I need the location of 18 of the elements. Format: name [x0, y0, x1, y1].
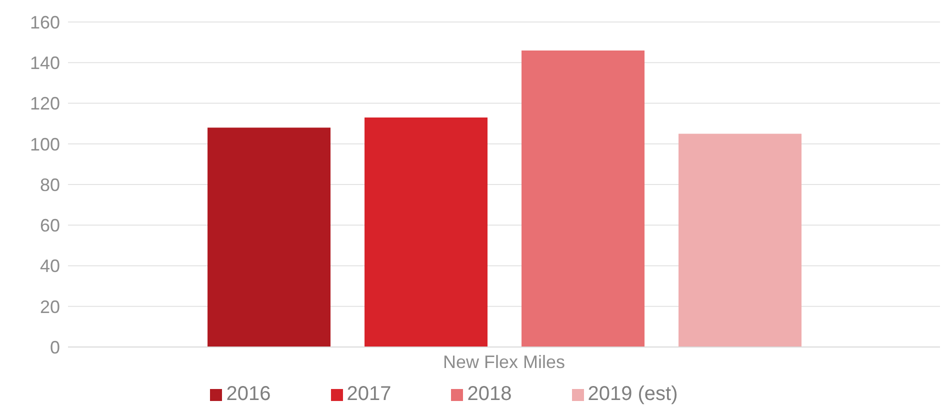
- bar: [522, 50, 645, 347]
- legend-label: 2018: [467, 383, 512, 405]
- x-tick-label: New Flex Miles: [442, 352, 566, 372]
- y-tick-label: 140: [30, 53, 60, 74]
- y-tick-label: 100: [30, 134, 60, 154]
- y-tick-label: 120: [30, 94, 60, 114]
- y-tick-label: 40: [40, 256, 60, 276]
- y-tick-label: 20: [40, 296, 60, 317]
- legend-label: 2016: [226, 383, 271, 405]
- y-tick-label: 80: [40, 174, 60, 195]
- y-tick-label: 0: [50, 337, 60, 358]
- bar: [678, 134, 802, 347]
- y-tick-label: 160: [30, 12, 60, 32]
- legend-label: 2019 (est): [588, 383, 678, 405]
- bar: [208, 128, 331, 347]
- y-tick-label: 60: [40, 216, 60, 236]
- legend-label: 2017: [346, 383, 392, 405]
- bar: [364, 117, 488, 347]
